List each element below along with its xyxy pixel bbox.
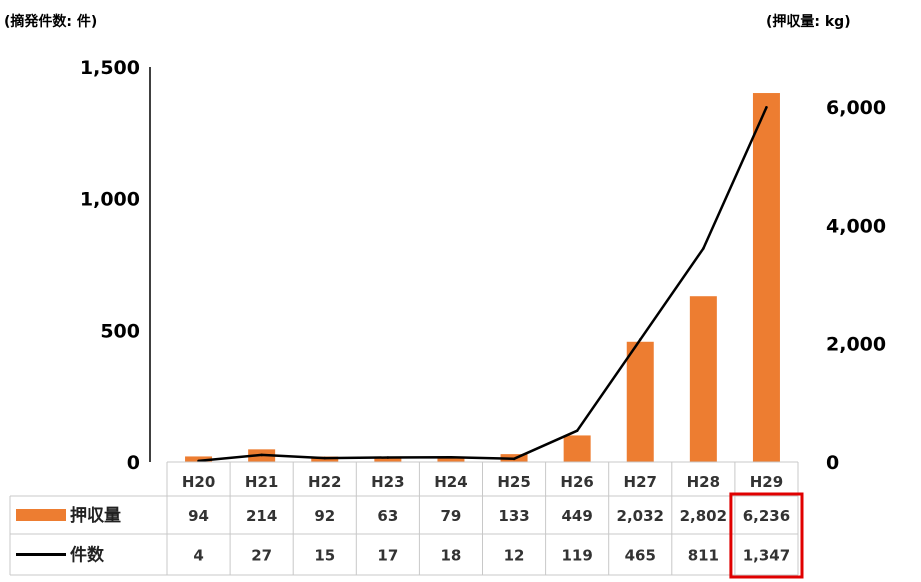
data-label-押収量: 214 [246,507,277,525]
line-point-H27 [638,338,642,341]
bar-H27 [626,341,654,462]
data-label-押収量: 92 [314,507,335,525]
line-point-H24 [449,455,453,459]
line-point-H26 [575,429,579,432]
line-point-H25 [512,457,516,461]
right-tick-label: 2,000 [826,334,886,356]
left-tick-label: 1,000 [80,189,140,211]
legend-swatch-押収量 [16,509,66,521]
legend-label-押収量: 押収量 [70,505,121,526]
data-label-件数: 4 [193,547,203,565]
line-point-H29 [765,105,768,109]
line-point-H21 [260,453,263,457]
category-label: H20 [182,473,215,491]
data-label-押収量: 94 [188,507,209,525]
bar-H23 [374,458,402,462]
data-label-押収量: 63 [377,507,398,525]
category-label: H27 [624,473,657,491]
data-label-件数: 1,347 [743,547,790,565]
category-label: H23 [371,473,404,491]
legend-label-件数: 件数 [70,545,105,566]
category-label: H24 [434,473,467,491]
category-label: H28 [687,473,720,491]
category-label: H25 [497,473,530,491]
right-tick-label: 0 [826,452,839,474]
left-tick-label: 0 [127,452,140,474]
data-label-押収量: 2,802 [680,507,727,525]
data-label-押収量: 6,236 [743,507,790,525]
category-label: H21 [245,473,278,491]
data-label-押収量: 79 [441,507,462,525]
left-tick-label: 1,500 [80,57,140,79]
line-point-H23 [386,456,390,459]
bar-H29 [752,93,780,462]
right-tick-label: 4,000 [826,215,886,237]
right-axis-unit: (押収量: kg) [766,13,851,30]
highlight-box [729,492,804,579]
right-tick-label: 6,000 [826,97,886,119]
data-label-件数: 18 [441,547,462,565]
data-label-件数: 27 [251,547,272,565]
data-table: H20 H21 H22 H23 H24 H25 H26 H27 H28 H29 押収量 94 214 92… [9,461,804,579]
data-label-押収量: 133 [498,507,529,525]
data-label-件数: 119 [561,547,592,565]
category-label: H26 [560,473,593,491]
bar-H28 [689,296,717,462]
category-label: H29 [750,473,783,491]
data-label-件数: 17 [377,547,398,565]
data-label-件数: 465 [625,547,656,565]
left-axis-unit: (摘発件数: 件) [4,13,97,30]
data-label-押収量: 2,032 [617,507,664,525]
category-label: H22 [308,473,341,491]
data-label-件数: 811 [688,547,719,565]
bar-H26 [563,435,591,462]
data-label-件数: 15 [314,547,335,565]
line-point-H22 [323,456,327,460]
line-series-件数 [198,106,768,463]
line-point-H28 [702,247,705,250]
data-label-件数: 12 [504,547,525,565]
data-label-押収量: 449 [561,507,592,525]
plot-area: 0 500 1,000 1,500 0 2,000 4,000 6,000 [80,57,886,474]
bar-H20 [185,456,213,462]
left-tick-label: 500 [100,320,140,342]
bar-H24 [437,457,465,462]
